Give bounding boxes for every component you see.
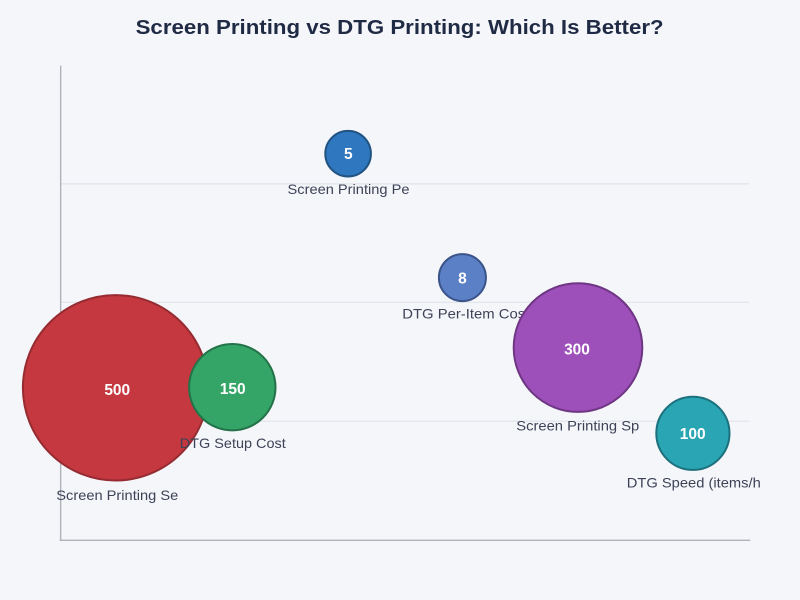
svg-text:Screen Printing Pe: Screen Printing Pe bbox=[288, 181, 410, 197]
svg-text:8: 8 bbox=[458, 270, 467, 287]
svg-text:300: 300 bbox=[564, 342, 590, 359]
svg-text:Screen Printing Sp: Screen Printing Sp bbox=[516, 418, 639, 434]
svg-text:DTG Setup Cost: DTG Setup Cost bbox=[180, 435, 286, 451]
svg-text:500: 500 bbox=[104, 382, 130, 399]
svg-text:DTG Speed (items/h: DTG Speed (items/h bbox=[627, 474, 761, 490]
svg-text:Screen Printing Se: Screen Printing Se bbox=[56, 487, 178, 503]
svg-text:5: 5 bbox=[344, 146, 353, 163]
svg-text:Screen Printing vs DTG Printin: Screen Printing vs DTG Printing: Which I… bbox=[136, 17, 664, 39]
svg-text:DTG Per-Item Cost: DTG Per-Item Cost bbox=[402, 306, 529, 322]
svg-text:150: 150 bbox=[220, 381, 246, 398]
svg-text:100: 100 bbox=[680, 426, 706, 443]
